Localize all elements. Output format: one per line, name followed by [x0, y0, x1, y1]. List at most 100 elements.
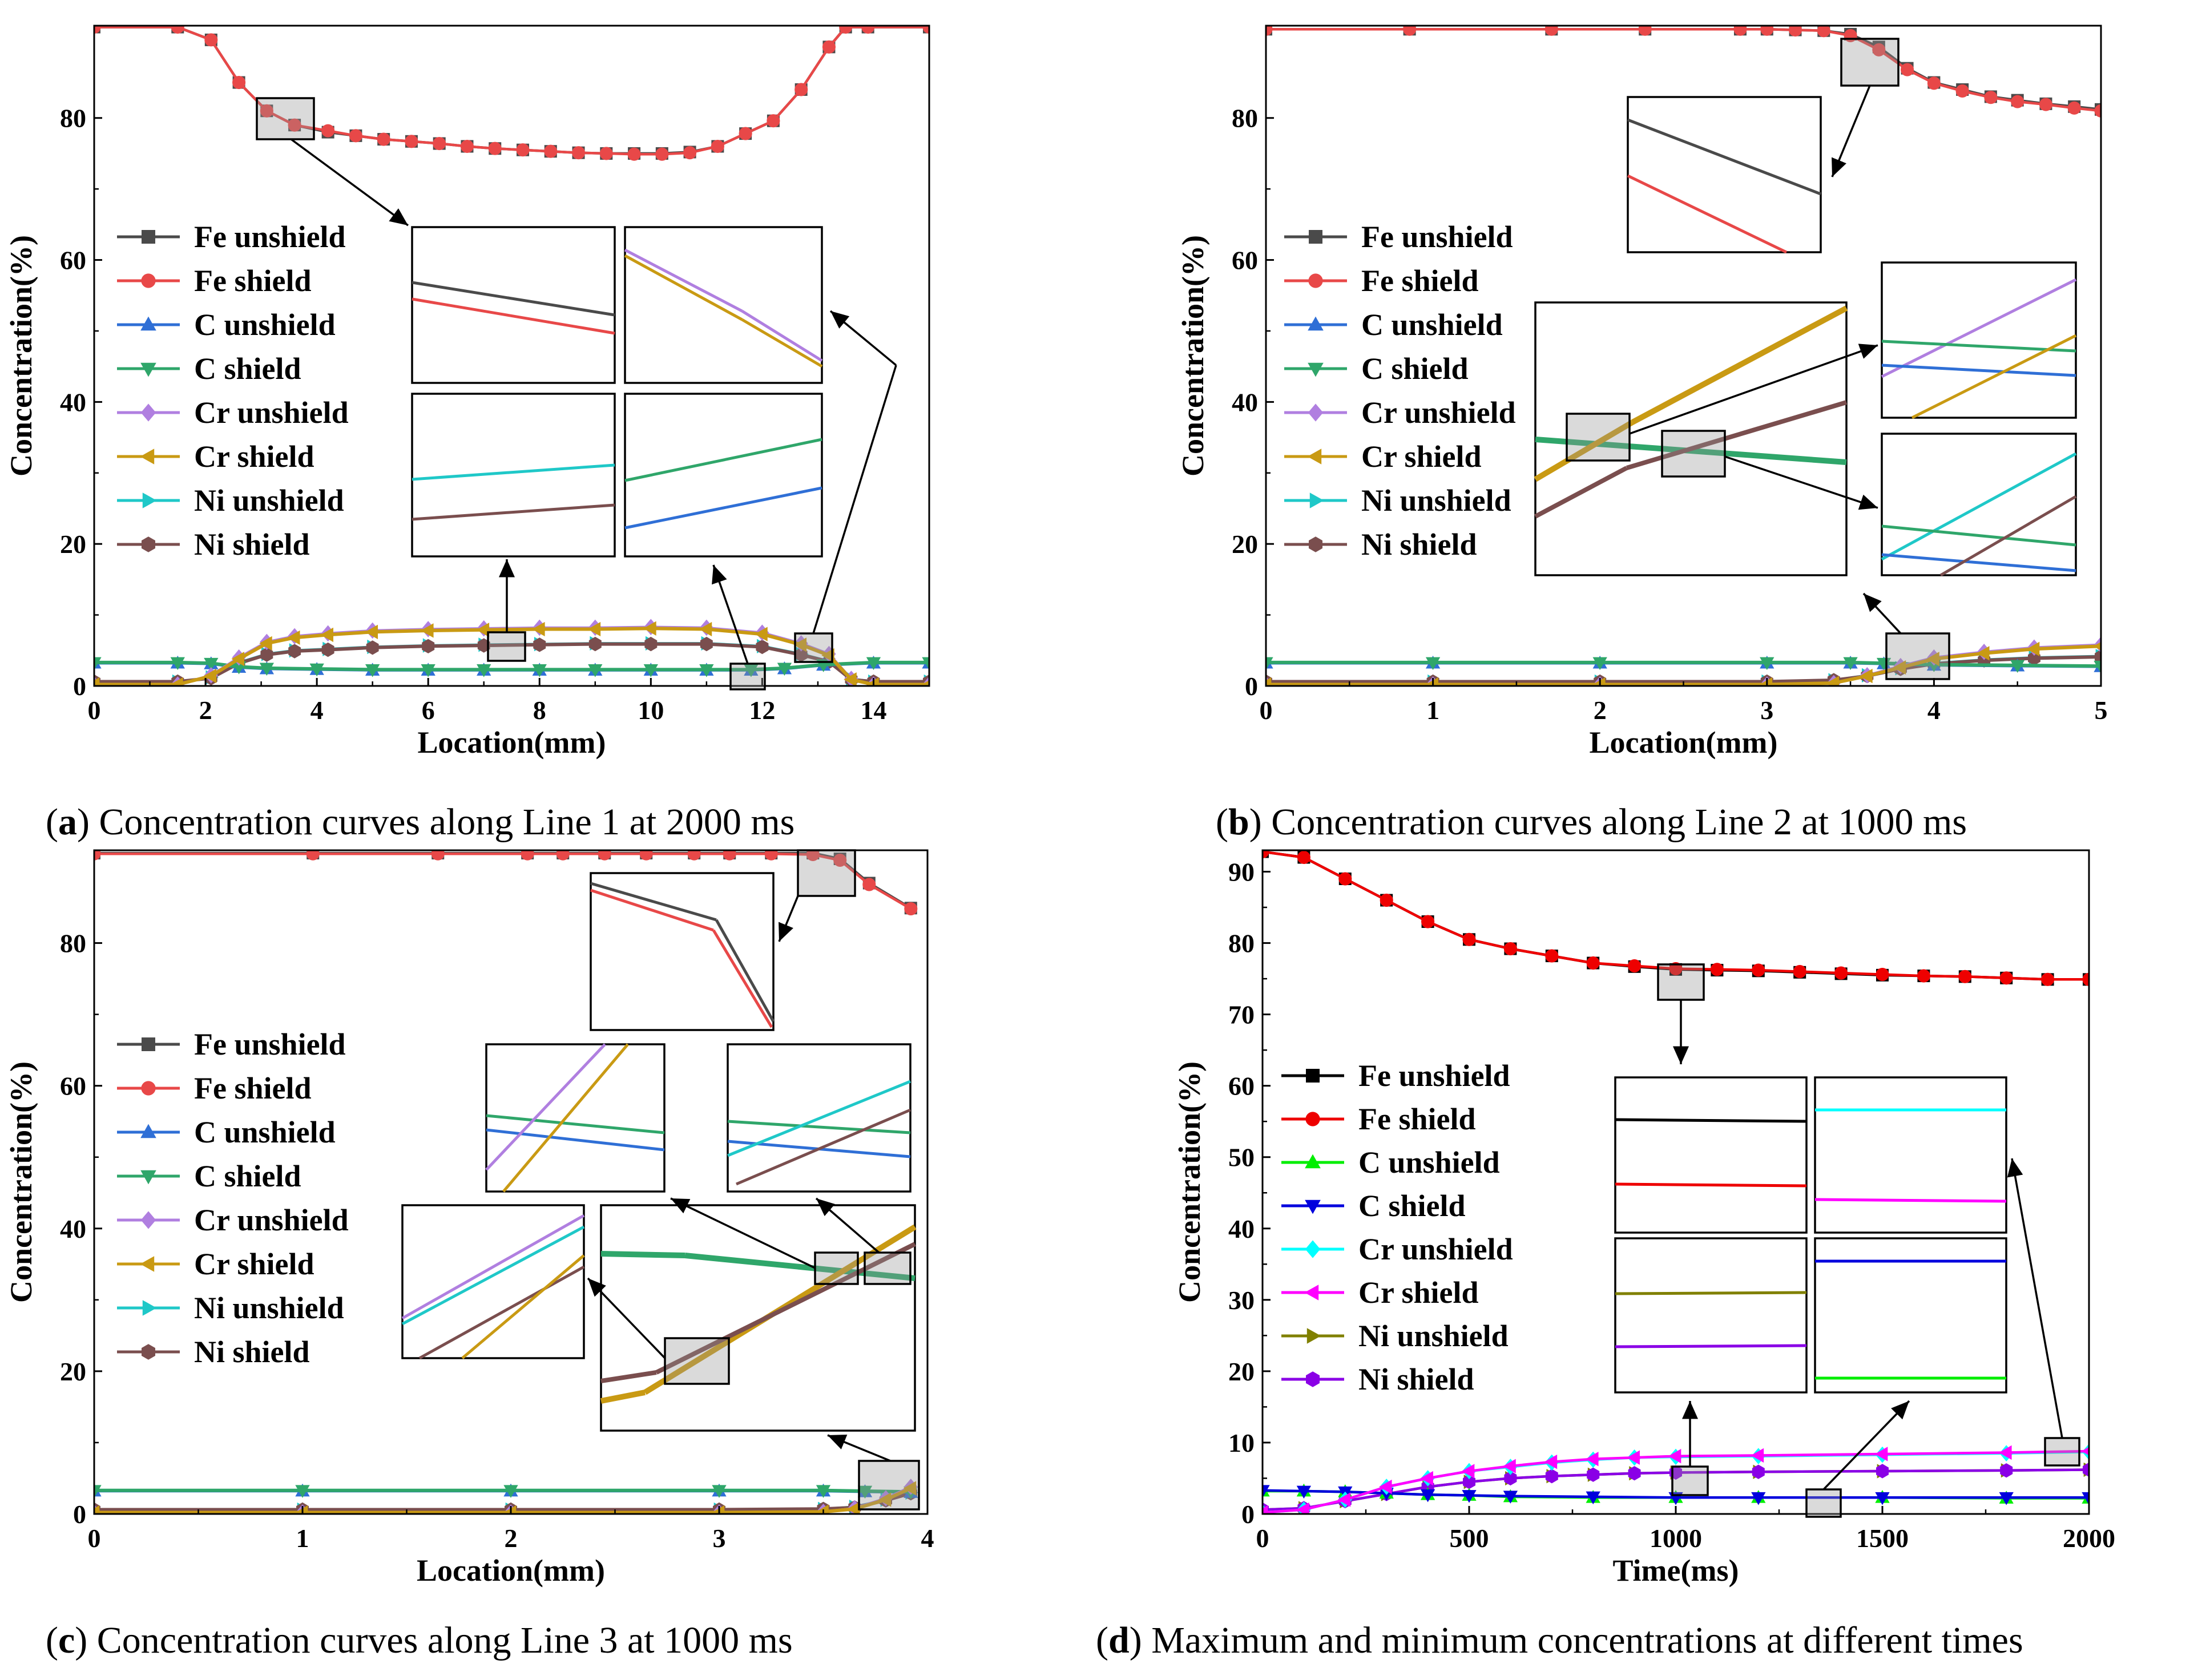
chart-a-x-tick-label: 6 — [422, 696, 435, 725]
chart-d-x-tick-label: 0 — [1256, 1524, 1269, 1553]
inset-a-select-ni — [487, 631, 526, 662]
chart-d-series-cr-shield — [1263, 1445, 2089, 1514]
chart-d-point-c-shield — [1263, 1485, 1270, 1498]
caption-a: (a) Concentration curves along Line 1 at… — [46, 801, 795, 843]
chart-a-point-cr-shield — [476, 623, 490, 637]
chart-a-point-fe-shield — [839, 26, 853, 34]
chart-c-legend-item-ni-shield: Ni shield — [117, 1335, 310, 1369]
inset-c-select-1 — [664, 1337, 730, 1385]
chart-b-y-tick-label: 80 — [1232, 104, 1258, 133]
chart-b-x-tick-label: 1 — [1426, 696, 1439, 725]
chart-d-point-fe-shield — [1380, 893, 1393, 907]
chart-a-point-ni-shield — [756, 639, 769, 655]
inset-c-c-shield-line-4 — [684, 1253, 916, 1281]
chart-d-point-fe-shield — [1999, 971, 2013, 985]
inset-d-ni-unshield-line — [1615, 1291, 1807, 1295]
chart-a-series-c-shield — [94, 657, 929, 677]
chart-c-point-cr-shield — [295, 1505, 308, 1514]
chart-d-point-ni-shield — [2083, 1462, 2089, 1477]
chart-a-point-ni-shield — [260, 647, 273, 662]
inset-c-select-4 — [858, 1460, 920, 1511]
chart-b-x-axis-label: Location(mm) — [1590, 725, 1778, 760]
chart-a-point-c-shield — [532, 664, 547, 677]
chart-b-legend-label: C unshield — [1361, 308, 1503, 342]
inset-c-ni-shield-line-4 — [655, 1242, 916, 1375]
chart-a-point-fe-shield — [571, 146, 586, 160]
chart-b-point-fe-shield — [1544, 26, 1558, 36]
chart-c-legend-swatch-marker — [140, 1256, 155, 1272]
chart-a-legend-label: Cr unshield — [194, 395, 349, 430]
chart-d-legend-label: Cr shield — [1358, 1275, 1479, 1310]
chart-a-point-c-shield — [477, 664, 491, 677]
chart-d-legend-swatch-marker — [1305, 1112, 1320, 1126]
inset-c-cr-unshield-line-2 — [401, 1214, 585, 1320]
chart-c-x-tick-label: 0 — [88, 1524, 101, 1553]
chart-d-legend-swatch-marker — [1306, 1371, 1320, 1387]
chart-a-point-fe-shield — [433, 136, 446, 151]
chart-a-point-c-shield — [309, 663, 324, 677]
inset-c-c-shield-line — [486, 1114, 665, 1134]
inset-c-select-2 — [814, 1251, 859, 1285]
chart-a-point-cr-shield — [532, 621, 545, 637]
chart-c-legend-label: Fe unshield — [194, 1027, 346, 1061]
chart-d-x-tick-label: 1500 — [1856, 1524, 1909, 1553]
chart-c-y-tick-label: 80 — [60, 929, 86, 958]
inset-b-ni-shield-line-3 — [1939, 495, 2077, 577]
chart-a-point-fe-shield — [288, 118, 301, 132]
chart-a-point-cr-shield — [587, 621, 601, 637]
chart-d-point-ni-shield — [1628, 1466, 1641, 1481]
chart-b-point-c-shield — [2094, 660, 2101, 674]
chart-d-point-cr-shield — [1420, 1471, 1433, 1486]
chart-b-series-cr-shield — [1266, 641, 2101, 686]
chart-d-x-tick-label: 1000 — [1650, 1524, 1702, 1553]
chart-c-legend-item-fe-unshield: Fe unshield — [117, 1027, 346, 1061]
inset-a-arrow-cr — [829, 310, 897, 366]
chart-d-legend-label: C shield — [1358, 1189, 1466, 1223]
chart-b-y-axis-label: Concentration(%) — [1176, 235, 1210, 476]
inset-c-cr-shield-line — [502, 1043, 629, 1193]
chart-c-line-cr-shield — [94, 1487, 912, 1514]
chart-c-point-fe-shield — [306, 850, 320, 861]
inset-b-arrow-fe — [1831, 85, 1871, 177]
chart-b-point-fe-shield — [1403, 26, 1417, 36]
chart-c-legend-label: Cr unshield — [194, 1203, 349, 1237]
chart-d-legend-label: Ni unshield — [1358, 1319, 1509, 1353]
chart-c-legend-label: Ni unshield — [194, 1291, 344, 1325]
chart-d-point-fe-shield — [1462, 932, 1476, 946]
inset-a-box-ni — [411, 393, 616, 558]
chart-c-x-tick-label: 4 — [921, 1524, 934, 1553]
chart-a-legend-label: Cr shield — [194, 439, 314, 474]
chart-a-legend-swatch-marker — [142, 230, 155, 244]
chart-b-x-tick-label: 5 — [2095, 696, 2108, 725]
chart-a-point-c-shield — [94, 657, 102, 671]
chart-a-line-c-shield — [94, 660, 929, 672]
chart-a-x-tick-label: 4 — [310, 696, 324, 725]
inset-a-fe-shield-line — [412, 297, 615, 335]
chart-b-series-fe-shield — [1266, 26, 2101, 118]
inset-c-fe-shield-line-2 — [712, 929, 773, 1028]
chart-a-point-cr-shield — [866, 677, 879, 686]
chart-b-point-cr-shield — [1425, 677, 1438, 686]
chart-d-point-ni-shield — [1752, 1464, 1765, 1479]
chart-a-x-tick-label: 14 — [860, 696, 886, 725]
chart-a-point-fe-shield — [822, 40, 836, 54]
chart-d-point-cr-shield — [1503, 1459, 1516, 1473]
inset-a-select-cr — [794, 632, 833, 663]
chart-c-legend-swatch-marker — [141, 1081, 156, 1096]
chart-b-point-fe-shield — [1984, 91, 1998, 104]
chart-b-legend-item-ni-shield: Ni shield — [1284, 527, 1477, 562]
chart-d-legend-label: C unshield — [1358, 1145, 1500, 1180]
chart-d-y-tick-label: 40 — [1228, 1214, 1255, 1243]
chart-c-legend-label: Ni shield — [194, 1335, 310, 1369]
chart-d-legend-swatch-marker — [1305, 1154, 1321, 1169]
chart-b-point-c-shield — [1592, 657, 1607, 671]
chart-a-point-c-shield — [777, 663, 792, 676]
inset-b-c-unshield-line-2 — [1881, 553, 2076, 572]
chart-d-point-fe-shield — [1876, 968, 1889, 982]
chart-c-point-fe-shield — [806, 850, 820, 862]
chart-b-point-fe-shield — [1788, 26, 1802, 37]
chart-a-legend-item-c-unshield: C unshield — [117, 308, 336, 342]
inset-c-cr-unshield-line — [485, 1043, 606, 1171]
chart-a-point-ni-shield — [533, 637, 546, 652]
chart-a-legend-swatch-marker — [141, 273, 156, 288]
